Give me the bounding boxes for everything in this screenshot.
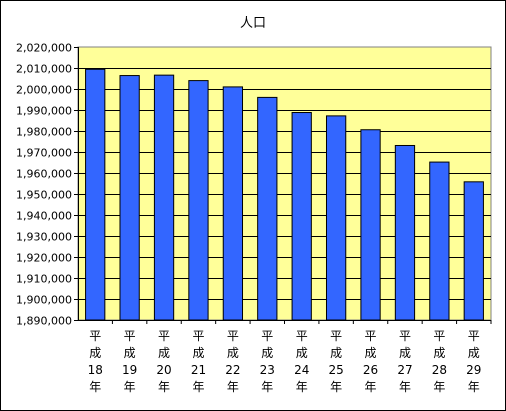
x-tick-label: 平成 28 年: [432, 329, 447, 394]
bar: [463, 181, 484, 321]
x-tick-label: 平成 22 年: [225, 329, 240, 394]
y-tick-label: 1,980,000: [16, 126, 72, 139]
bar: [325, 115, 347, 321]
x-tick-label: 平成 21 年: [191, 329, 206, 394]
y-tick-label: 1,940,000: [16, 210, 72, 223]
y-tick-label: 2,000,000: [16, 84, 72, 97]
x-tick-label: 平成 18 年: [88, 329, 103, 394]
y-tick-label: 1,970,000: [16, 147, 72, 160]
y-tick-label: 1,910,000: [16, 273, 72, 286]
y-tick-label: 1,890,000: [16, 315, 72, 328]
x-tick-label: 平成 24 年: [294, 329, 309, 394]
chart-title: 人口: [239, 16, 266, 31]
x-tick-label: 平成 20 年: [156, 329, 171, 394]
y-tick-label: 1,960,000: [16, 168, 72, 181]
x-tick-label: 平成 26 年: [363, 329, 378, 394]
bar: [429, 161, 450, 321]
x-tick-label: 平成 25 年: [328, 329, 343, 394]
y-tick-label: 1,930,000: [16, 231, 72, 244]
y-tick-label: 2,020,000: [16, 42, 72, 55]
bar: [257, 96, 278, 321]
y-tick-label: 1,950,000: [16, 189, 72, 202]
plot-area: [77, 46, 492, 321]
y-tick-label: 2,010,000: [16, 63, 72, 76]
x-tick-label: 平成 29 年: [466, 329, 481, 394]
x-tick-label: 平成 19 年: [122, 329, 137, 394]
y-tick-label: 1,900,000: [16, 294, 72, 307]
y-tick-label: 1,990,000: [16, 105, 72, 118]
bar: [153, 74, 175, 321]
bar: [119, 75, 140, 321]
x-tick-label: 平成 23 年: [260, 329, 275, 394]
bar: [360, 129, 381, 321]
bar: [85, 68, 106, 321]
bar: [394, 144, 416, 321]
bar: [222, 86, 244, 321]
bar: [188, 80, 209, 321]
y-tick-label: 1,920,000: [16, 252, 72, 265]
x-tick-label: 平成 27 年: [397, 329, 412, 394]
bar: [291, 112, 312, 321]
